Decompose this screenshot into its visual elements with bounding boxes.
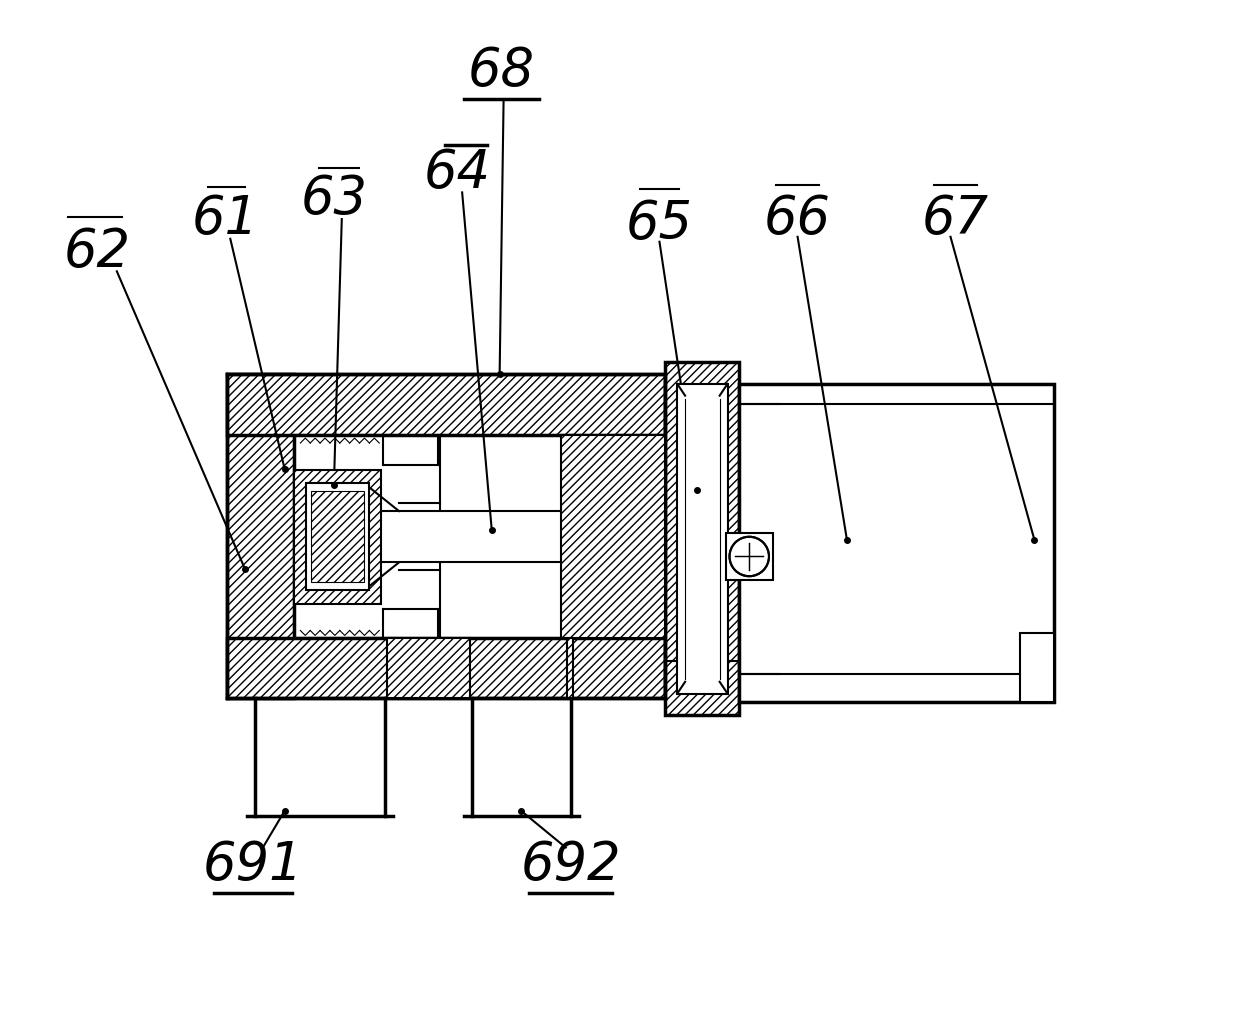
Text: 64: 64 bbox=[424, 147, 491, 199]
Bar bbox=[1019, 633, 1054, 702]
Text: 68: 68 bbox=[469, 46, 536, 97]
Bar bbox=[294, 469, 381, 604]
Text: 62: 62 bbox=[63, 226, 130, 278]
Bar bbox=[387, 638, 470, 697]
Text: 63: 63 bbox=[300, 173, 367, 226]
Text: 65: 65 bbox=[626, 198, 693, 250]
Bar bbox=[227, 638, 666, 697]
Text: 61: 61 bbox=[192, 193, 259, 246]
Text: 66: 66 bbox=[764, 193, 831, 246]
Bar bbox=[567, 638, 573, 697]
Bar bbox=[666, 363, 739, 715]
Text: 67: 67 bbox=[923, 193, 990, 246]
Bar bbox=[227, 374, 294, 697]
Text: 691: 691 bbox=[202, 839, 304, 891]
Bar bbox=[560, 435, 666, 638]
Bar bbox=[739, 383, 1054, 702]
Text: 692: 692 bbox=[521, 839, 621, 891]
Bar bbox=[311, 491, 365, 582]
Bar bbox=[677, 383, 728, 694]
Bar bbox=[306, 484, 370, 591]
Bar bbox=[725, 533, 773, 580]
Bar bbox=[227, 374, 666, 435]
